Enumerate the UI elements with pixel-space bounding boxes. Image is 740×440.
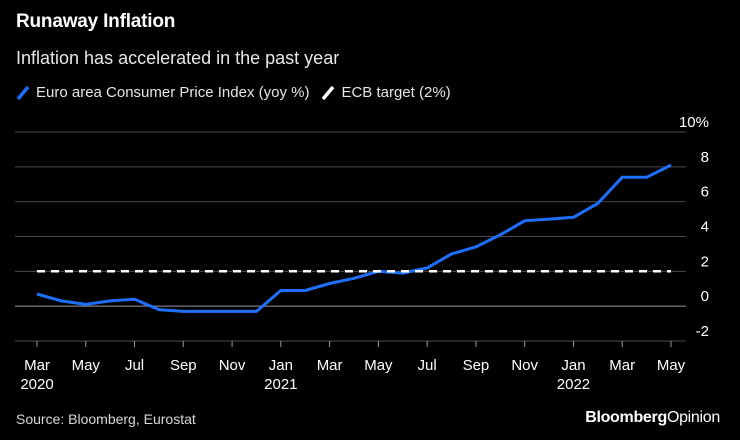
x-tick-label: Mar [317,357,343,374]
x-tick-label: May [72,357,101,374]
legend-label-ecb: ECB target (2%) [341,84,451,101]
y-tick-label: 10% [679,114,709,131]
x-tick-year-label: 2020 [20,376,53,393]
x-tick-label: May [364,357,393,374]
legend: Euro area Consumer Price Index (yoy %) E… [16,84,463,101]
x-tick-year-label: 2021 [264,376,297,393]
series-layer [36,163,672,313]
x-tick-label: Jul [125,357,144,374]
brand-part-1: Bloomberg [585,409,667,426]
x-tick-label: Nov [219,357,246,374]
chart-subtitle: Inflation has accelerated in the past ye… [16,48,340,68]
y-tick-label: 2 [701,253,709,270]
x-tick-label: Mar [24,357,50,374]
x-tick-label: May [657,357,686,374]
x-tick-label: Jul [418,357,437,374]
legend-item-cpi: Euro area Consumer Price Index (yoy %) [16,84,309,101]
y-tick-label: 6 [701,184,709,201]
legend-label-cpi: Euro area Consumer Price Index (yoy %) [36,84,310,101]
x-tick-label: Nov [511,357,538,374]
x-tick-label: Sep [463,357,490,374]
x-tick-year-label: 2022 [557,376,590,393]
cpi-series-line [36,163,672,313]
y-tick-label: 8 [701,149,709,166]
x-tick-label: Sep [170,357,197,374]
legend-swatch-ecb [322,85,335,100]
brand-part-2: Opinion [666,409,720,426]
y-tick-label: -2 [696,323,709,340]
grid-layer [15,131,686,342]
x-tick-label: Mar [609,357,635,374]
source-note: Source: Bloomberg, Eurostat [16,411,196,427]
tick-layer: -2 0 2 4 6 8 10% Mar 2020 May Jul Sep Nov Jan 2021 Mar M… [20,114,709,393]
brand-logo: BloombergOpinion [585,409,720,427]
y-tick-label: 0 [701,288,709,305]
x-tick-label: Jan [269,357,293,374]
y-tick-label: 4 [701,219,709,236]
x-tick-label: Jan [561,357,585,374]
chart-title: Runaway Inflation [16,11,176,32]
legend-swatch-cpi [16,85,30,100]
legend-item-ecb: ECB target (2%) [321,84,451,101]
